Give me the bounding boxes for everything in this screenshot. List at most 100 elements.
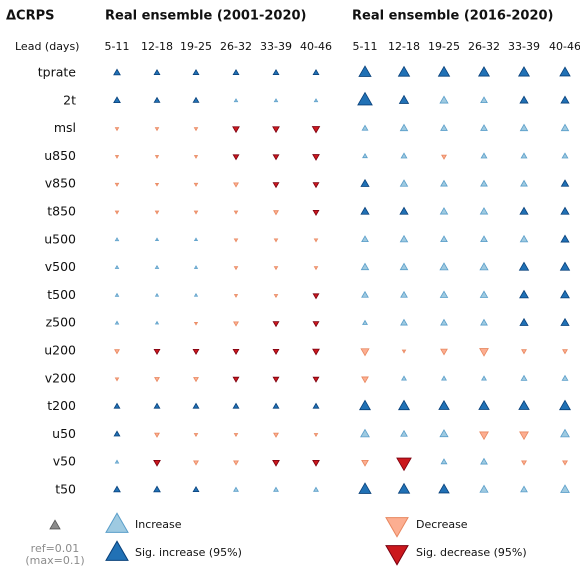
triangle-marker xyxy=(193,460,199,466)
panel-title: Real ensemble (2001-2020) xyxy=(105,9,307,24)
triangle-marker xyxy=(113,96,121,104)
triangle-marker xyxy=(312,69,320,75)
triangle-marker xyxy=(562,349,568,355)
triangle-marker xyxy=(312,210,320,217)
triangle-marker xyxy=(400,429,408,437)
triangle-marker xyxy=(114,182,120,187)
triangle-marker xyxy=(233,433,239,438)
triangle-marker xyxy=(193,377,199,383)
row-label: t200 xyxy=(47,398,76,413)
triangle-marker xyxy=(399,234,409,243)
triangle-marker xyxy=(519,95,529,104)
triangle-marker xyxy=(359,399,371,411)
triangle-marker xyxy=(360,262,370,271)
triangle-marker xyxy=(114,377,120,382)
triangle-marker xyxy=(521,460,527,466)
triangle-marker xyxy=(560,289,570,299)
triangle-marker xyxy=(272,69,280,75)
legend-marker xyxy=(105,512,129,533)
triangle-marker xyxy=(440,318,448,326)
triangle-marker xyxy=(192,349,200,356)
triangle-marker xyxy=(113,402,121,409)
triangle-marker xyxy=(312,182,320,189)
legend-marker xyxy=(105,540,129,561)
triangle-marker xyxy=(154,264,160,269)
triangle-marker xyxy=(360,428,370,438)
triangle-marker xyxy=(232,402,240,409)
triangle-marker xyxy=(114,264,120,269)
triangle-marker xyxy=(480,235,488,243)
triangle-marker xyxy=(114,127,120,132)
triangle-marker xyxy=(560,317,570,326)
triangle-marker xyxy=(560,206,570,215)
triangle-marker xyxy=(480,457,488,465)
row-label: u200 xyxy=(44,343,76,358)
triangle-marker xyxy=(560,123,570,132)
triangle-marker xyxy=(154,320,160,325)
triangle-marker xyxy=(272,126,280,134)
triangle-marker xyxy=(518,261,530,271)
triangle-marker xyxy=(114,210,120,215)
triangle-marker xyxy=(479,431,489,441)
triangle-marker xyxy=(439,262,449,271)
triangle-marker xyxy=(439,429,449,438)
triangle-marker xyxy=(439,95,449,104)
triangle-marker xyxy=(396,457,412,472)
triangle-marker xyxy=(440,235,448,243)
triangle-marker xyxy=(154,127,160,132)
triangle-marker xyxy=(479,348,489,357)
row-label: v200 xyxy=(45,370,76,385)
triangle-marker xyxy=(519,234,529,243)
triangle-marker xyxy=(358,482,372,494)
triangle-marker xyxy=(560,428,570,438)
triangle-marker xyxy=(440,179,448,187)
triangle-marker xyxy=(232,376,240,383)
triangle-marker xyxy=(480,124,488,131)
triangle-marker xyxy=(362,319,368,325)
triangle-marker xyxy=(562,460,568,466)
triangle-marker xyxy=(154,155,160,159)
lead-label: Lead (days) xyxy=(15,40,79,53)
triangle-marker xyxy=(312,376,320,383)
triangle-marker xyxy=(114,349,120,355)
triangle-marker xyxy=(114,292,120,297)
triangle-marker xyxy=(440,124,448,131)
ref-marker xyxy=(49,519,61,530)
triangle-marker xyxy=(399,123,409,132)
triangle-marker xyxy=(193,210,199,215)
triangle-marker xyxy=(361,290,369,298)
max-label: (max=0.1) xyxy=(25,554,84,567)
triangle-marker xyxy=(400,152,408,159)
triangle-marker xyxy=(114,459,120,464)
triangle-marker xyxy=(478,399,490,410)
triangle-marker xyxy=(193,265,199,269)
panel-title: Real ensemble (2016-2020) xyxy=(352,9,554,24)
triangle-marker xyxy=(360,348,370,357)
triangle-marker xyxy=(520,179,528,187)
triangle-marker xyxy=(362,152,368,159)
triangle-marker xyxy=(272,349,280,356)
triangle-marker xyxy=(232,349,240,356)
triangle-marker xyxy=(273,238,279,243)
triangle-marker xyxy=(438,399,450,410)
triangle-marker xyxy=(232,154,240,161)
triangle-marker xyxy=(272,402,280,409)
row-label: v850 xyxy=(45,176,76,191)
triangle-marker xyxy=(361,124,369,131)
triangle-marker xyxy=(312,459,320,467)
triangle-marker xyxy=(113,430,121,437)
triangle-marker xyxy=(313,98,319,103)
triangle-marker xyxy=(520,374,528,381)
triangle-marker xyxy=(233,238,239,243)
triangle-marker xyxy=(560,95,570,104)
triangle-marker xyxy=(560,234,570,243)
triangle-marker xyxy=(397,65,411,77)
ref-label: ref=0.01 xyxy=(31,542,80,555)
triangle-marker xyxy=(480,152,488,159)
triangle-marker xyxy=(479,262,489,271)
chart-title: ΔCRPS xyxy=(6,9,55,24)
triangle-marker xyxy=(192,96,200,103)
triangle-marker xyxy=(361,376,369,384)
triangle-marker xyxy=(313,486,319,492)
triangle-marker xyxy=(313,266,319,271)
